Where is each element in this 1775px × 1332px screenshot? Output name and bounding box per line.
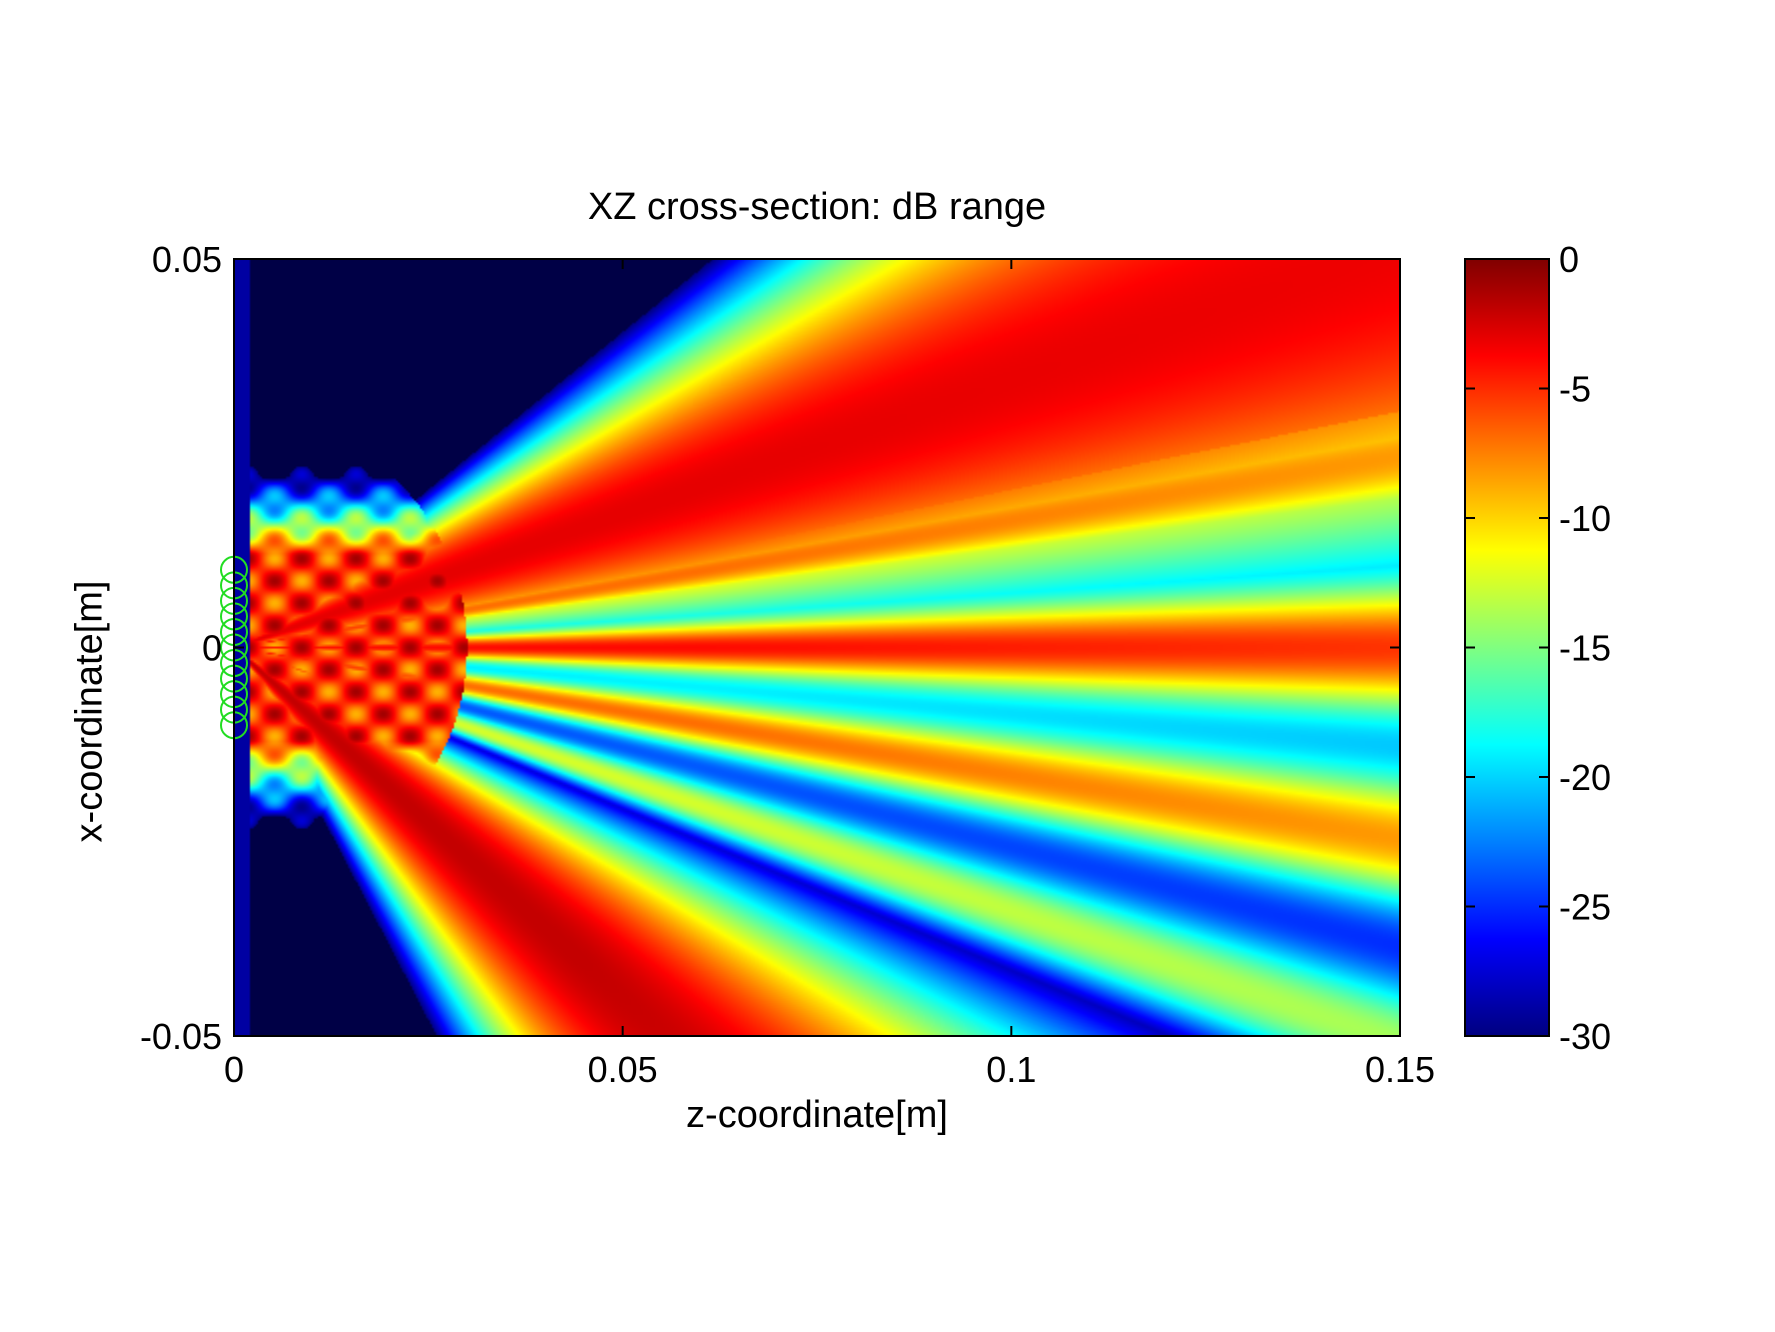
- x-tick-label: 0.1: [986, 1049, 1036, 1090]
- chart-title: XZ cross-section: dB range: [587, 186, 1047, 228]
- colorbar-tick-label: -15: [1559, 628, 1611, 669]
- colorbar-tick-label: 0: [1559, 239, 1579, 280]
- colorbar-tick-label: -5: [1559, 369, 1591, 410]
- colorbar-tick-label: -10: [1559, 498, 1611, 539]
- x-axis: 0 0.05 0.1 0.15: [224, 259, 1435, 1090]
- y-tick-label: 0.05: [152, 239, 222, 280]
- x-tick-label: 0.15: [1365, 1049, 1435, 1090]
- colorbar-axis: 0 -5 -10 -15 -20 -25 -30: [1465, 239, 1611, 1057]
- colorbar-tick-label: -25: [1559, 887, 1611, 928]
- heatmap-image: [234, 259, 1400, 1036]
- y-axis: -0.05 0 0.05: [140, 239, 1400, 1057]
- colorbar-tick-label: -30: [1559, 1016, 1611, 1057]
- x-tick-label: 0: [224, 1049, 244, 1090]
- x-axis-label: z-coordinate[m]: [686, 1094, 948, 1136]
- x-tick-label: 0.05: [588, 1049, 658, 1090]
- colorbar-tick-label: -20: [1559, 757, 1611, 798]
- colorbar: [1464, 258, 1550, 1037]
- y-tick-label: -0.05: [140, 1016, 222, 1057]
- y-tick-label: 0: [202, 628, 222, 669]
